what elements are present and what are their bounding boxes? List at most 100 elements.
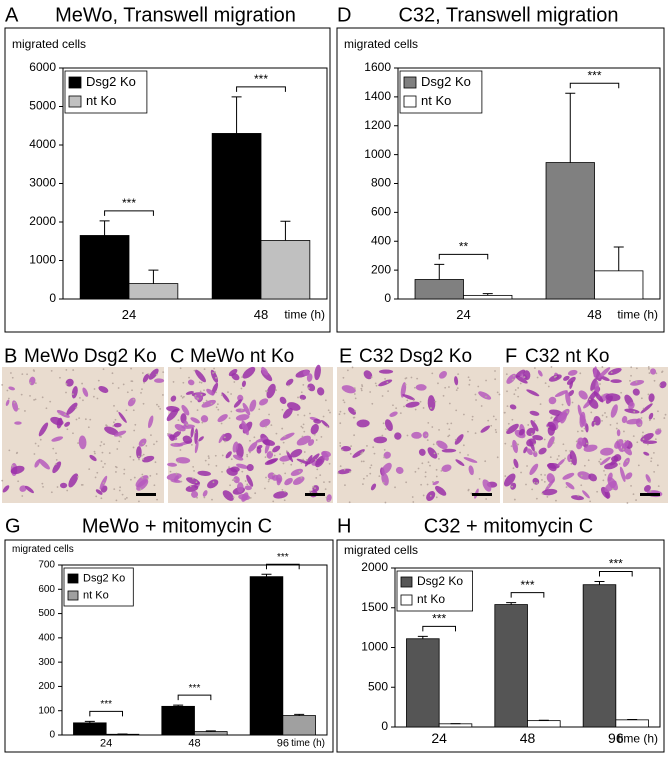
pore xyxy=(64,413,66,416)
pore xyxy=(305,459,308,461)
legend-label: Dsg2 Ko xyxy=(86,74,136,89)
cell xyxy=(604,480,617,493)
pore xyxy=(111,372,114,375)
pore xyxy=(82,399,84,402)
pore xyxy=(650,457,653,460)
chart-title: C32 + mitomycin C xyxy=(424,515,594,537)
pore xyxy=(430,407,432,409)
cell xyxy=(383,451,391,459)
error-bar xyxy=(565,92,576,163)
significance-bracket xyxy=(569,82,620,89)
cell xyxy=(166,408,179,422)
pore xyxy=(102,466,104,469)
pore xyxy=(446,422,449,425)
pore xyxy=(244,480,247,482)
pore xyxy=(603,469,605,472)
cell xyxy=(207,479,219,489)
pore xyxy=(283,435,286,438)
cells xyxy=(1,367,165,503)
pore xyxy=(353,434,356,437)
x-tick-label: 48 xyxy=(254,307,268,322)
cell xyxy=(645,474,651,483)
pore xyxy=(611,488,614,490)
pore xyxy=(536,376,539,379)
pore xyxy=(196,409,199,412)
pore xyxy=(240,409,243,411)
cell xyxy=(600,447,614,456)
pore xyxy=(213,367,215,370)
pore xyxy=(309,412,311,415)
pore xyxy=(323,481,325,484)
pore xyxy=(297,413,299,416)
pore xyxy=(414,470,417,473)
pore xyxy=(580,484,583,487)
pore xyxy=(650,402,653,404)
pore xyxy=(541,479,543,481)
pore xyxy=(370,464,373,467)
pore xyxy=(246,453,248,456)
pore xyxy=(410,376,413,379)
pore xyxy=(272,473,275,476)
significance-bracket xyxy=(236,86,286,92)
pore xyxy=(599,458,602,461)
pore xyxy=(434,400,437,403)
y-tick-label: 4000 xyxy=(29,137,56,151)
cell xyxy=(480,425,491,433)
cell xyxy=(395,466,404,474)
cell xyxy=(478,391,492,400)
pore xyxy=(79,396,81,399)
y-tick-label: 300 xyxy=(38,657,55,668)
y-tick-label: 400 xyxy=(38,632,55,643)
pore xyxy=(467,489,470,492)
cell xyxy=(418,448,426,456)
y-tick-label: 400 xyxy=(371,233,391,247)
cell xyxy=(232,454,244,461)
cell xyxy=(181,424,195,429)
pore xyxy=(195,481,198,484)
pore xyxy=(539,403,542,406)
cell xyxy=(567,369,578,376)
significance-label: *** xyxy=(520,578,534,592)
pore xyxy=(65,369,68,371)
x-tick-label: 24 xyxy=(431,730,447,746)
y-tick-label: 1600 xyxy=(364,60,391,74)
panel-letter: B xyxy=(4,345,17,367)
bar xyxy=(128,283,179,300)
pore xyxy=(315,476,318,479)
pore xyxy=(181,396,184,399)
pore xyxy=(459,451,461,454)
cell xyxy=(576,441,583,450)
pore xyxy=(369,472,372,475)
pore xyxy=(140,391,142,394)
pore xyxy=(404,377,407,380)
cell xyxy=(276,477,282,486)
pore xyxy=(212,481,215,484)
significance-bracket xyxy=(89,710,124,717)
pore xyxy=(20,393,23,396)
pore xyxy=(141,372,144,374)
pore xyxy=(264,456,267,459)
cell xyxy=(287,402,301,411)
cell xyxy=(38,422,49,437)
pore xyxy=(438,457,440,460)
pore xyxy=(642,438,645,441)
pore xyxy=(646,443,649,446)
pore xyxy=(215,464,218,467)
pore xyxy=(302,458,305,461)
pore xyxy=(186,424,188,426)
pore xyxy=(337,472,340,475)
pore xyxy=(89,418,92,421)
pore xyxy=(583,464,586,467)
pore xyxy=(437,382,439,385)
cell xyxy=(320,419,330,428)
pore xyxy=(300,398,303,401)
pore xyxy=(577,494,580,497)
pore xyxy=(270,424,273,427)
cell xyxy=(529,439,535,452)
pore xyxy=(275,432,278,435)
pore xyxy=(194,394,197,397)
pore xyxy=(507,422,510,425)
error-bar xyxy=(613,246,624,271)
pore xyxy=(300,425,303,428)
cell xyxy=(565,390,571,407)
